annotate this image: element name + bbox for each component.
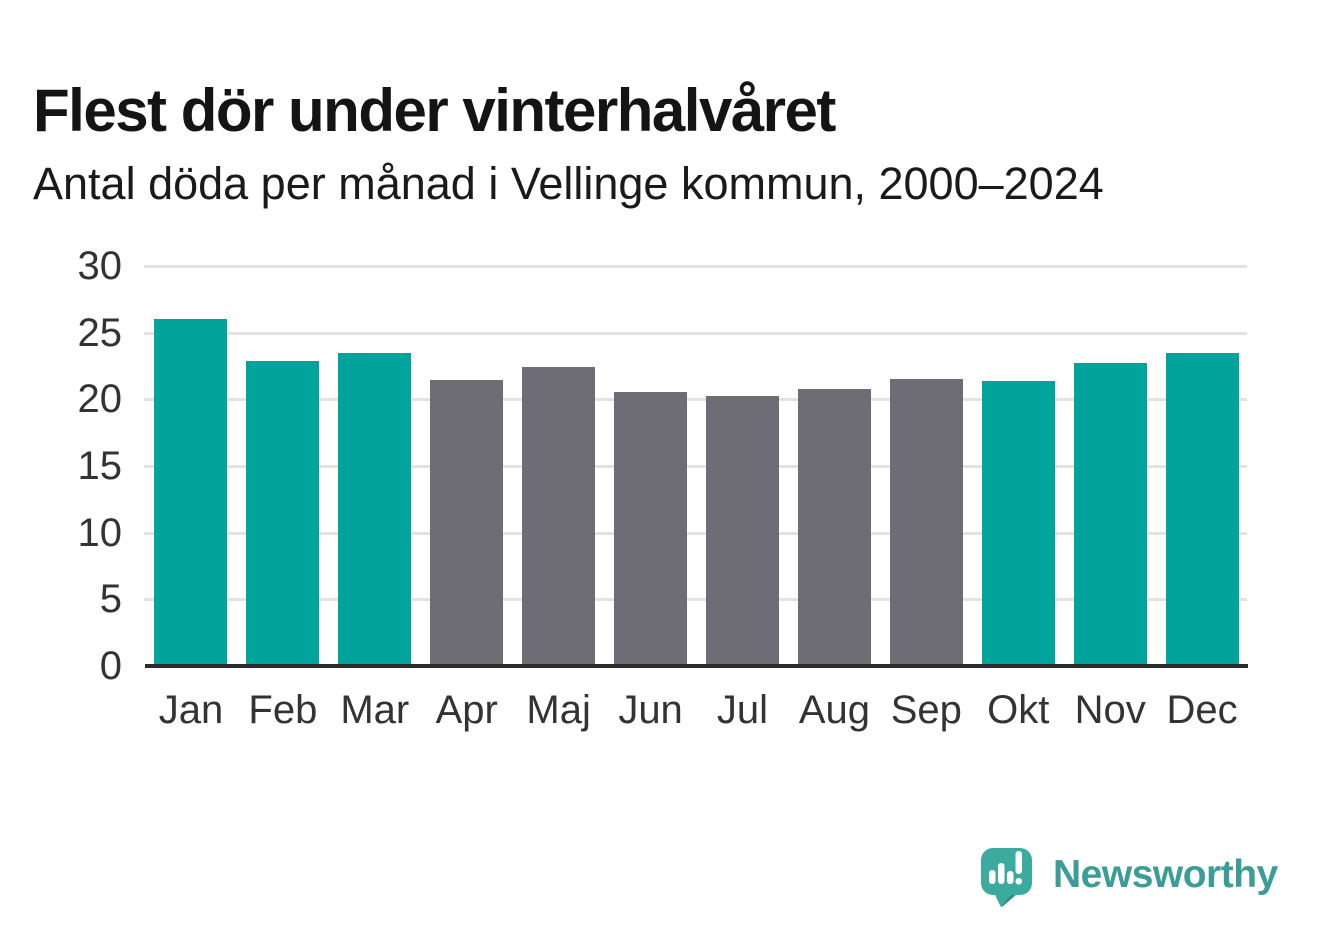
x-tick-label-sep: Sep	[890, 688, 962, 732]
x-tick-label-aug: Aug	[798, 688, 870, 732]
bar-maj	[522, 366, 596, 664]
x-tick-label-nov: Nov	[1074, 688, 1146, 732]
bar-slot-maj	[513, 266, 605, 664]
bar-jan	[154, 318, 228, 664]
y-tick-label: 10	[77, 510, 123, 555]
bar-slot-sep	[880, 266, 972, 664]
x-tick-label-okt: Okt	[987, 688, 1050, 732]
newsworthy-speech-bubble-bar-chart-icon	[981, 848, 1032, 907]
bar-slot-jan	[145, 266, 237, 664]
y-axis: 0 5 10 15 20 25 30	[0, 244, 123, 688]
bar-slot-apr	[421, 266, 513, 664]
x-tick-label-jan: Jan	[158, 688, 224, 732]
y-tick-label: 0	[99, 644, 122, 688]
bar-slot-okt	[972, 266, 1064, 664]
bar-slot-nov	[1064, 266, 1156, 664]
x-tick-label-dec: Dec	[1166, 688, 1238, 732]
bar-apr	[430, 380, 504, 664]
bar-feb	[246, 361, 320, 664]
gridline-y15	[144, 465, 1247, 468]
bar-jul	[705, 396, 779, 664]
newsworthy-logo-text: Newsworthy	[1053, 853, 1278, 896]
x-tick-label-maj: Maj	[526, 688, 591, 732]
bar-sep	[889, 378, 963, 664]
bars-row	[145, 266, 1248, 664]
bar-dec	[1165, 353, 1239, 664]
gridline-y5	[144, 598, 1247, 602]
chart-title: Flest dör under vinterhalvåret	[33, 77, 836, 145]
x-tick-label-mar: Mar	[340, 688, 410, 732]
chart-subtitle: Antal döda per månad i Vellinge kommun, …	[33, 158, 1104, 209]
y-tick-label: 5	[99, 577, 122, 622]
y-tick-label: 25	[77, 310, 123, 355]
x-tick-label-feb: Feb	[248, 688, 318, 732]
bar-nov	[1073, 362, 1147, 664]
y-tick-label: 30	[77, 244, 123, 288]
bar-slot-jul	[697, 266, 789, 664]
plot-area	[144, 265, 1248, 668]
x-axis: Jan Feb Mar Apr Maj Jun Jul Aug Sep Okt Nov Dec	[145, 688, 1248, 733]
bar-slot-feb	[237, 266, 329, 664]
x-axis-baseline	[145, 664, 1248, 668]
x-tick-label-jun: Jun	[618, 688, 683, 732]
bar-slot-dec	[1156, 266, 1248, 664]
bar-jun	[614, 392, 688, 664]
bar-slot-mar	[329, 266, 421, 664]
y-tick-label: 15	[77, 444, 123, 488]
gridline-y10	[144, 531, 1247, 535]
newsworthy-logo: Newsworthy	[981, 848, 1278, 908]
bar-mar	[338, 353, 412, 664]
bar-slot-aug	[788, 266, 880, 664]
x-tick-label-apr: Apr	[435, 688, 498, 732]
gridline-y20	[144, 398, 1247, 402]
gridline-y30	[144, 265, 1247, 268]
bar-aug	[797, 389, 871, 664]
bar-okt	[981, 381, 1055, 664]
gridline-y25	[144, 331, 1247, 335]
y-tick-label: 20	[77, 377, 123, 422]
x-tick-label-jul: Jul	[716, 688, 769, 732]
bar-slot-jun	[605, 266, 697, 664]
